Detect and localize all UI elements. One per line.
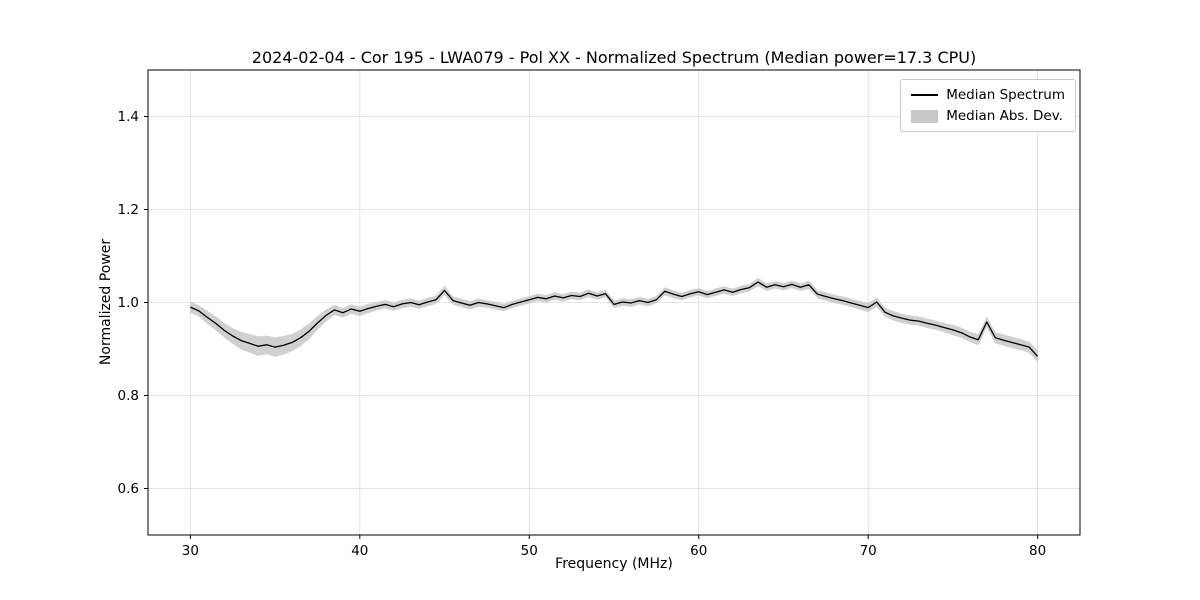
y-tick-label: 1.0 (118, 295, 139, 311)
y-axis-ticks: 0.6 0.8 1.0 1.2 1.4 (118, 109, 148, 497)
median-line (190, 281, 1039, 357)
y-axis-label: Normalized Power (98, 238, 114, 366)
y-tick-label: 1.2 (118, 202, 139, 218)
median-line-swatch (911, 94, 939, 96)
mad-band (190, 277, 1038, 363)
x-axis-ticks: 30 40 50 60 70 80 (182, 535, 1046, 559)
y-tick-label: 1.4 (118, 109, 139, 125)
x-tick-label: 30 (182, 543, 199, 559)
gridlines (148, 70, 1080, 535)
x-tick-label: 70 (860, 543, 877, 559)
x-tick-label: 60 (690, 543, 707, 559)
x-axis-label: Frequency (MHz) (555, 556, 673, 572)
x-tick-label: 40 (351, 543, 368, 559)
x-tick-label: 80 (1029, 543, 1046, 559)
y-tick-label: 0.8 (118, 388, 139, 404)
x-tick-label: 50 (521, 543, 538, 559)
mad-band-swatch (911, 109, 939, 123)
legend: Median Spectrum Median Abs. Dev. (900, 79, 1076, 132)
y-tick-label: 0.6 (118, 481, 139, 497)
legend-label-median-spectrum: Median Spectrum (946, 87, 1065, 103)
legend-label-mad: Median Abs. Dev. (946, 108, 1063, 124)
chart-title: 2024-02-04 - Cor 195 - LWA079 - Pol XX -… (251, 48, 977, 67)
legend-item-median-spectrum: Median Spectrum (911, 87, 1065, 103)
legend-item-mad: Median Abs. Dev. (911, 108, 1065, 124)
